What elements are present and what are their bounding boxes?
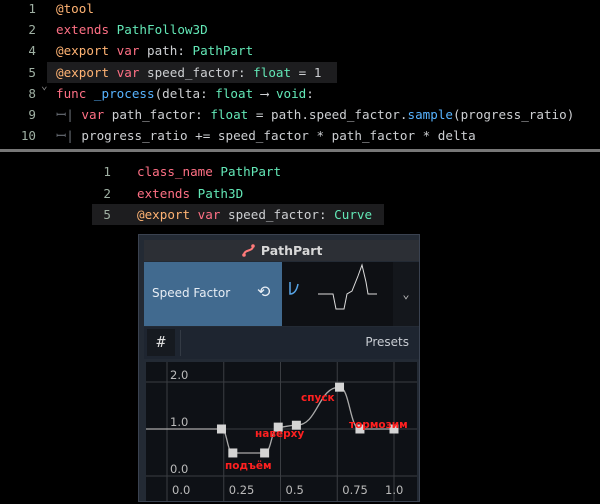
curve-point[interactable] <box>228 448 238 458</box>
curve-preview[interactable] <box>282 262 393 326</box>
code-token: @tool <box>56 1 94 16</box>
curve-point[interactable] <box>355 424 365 434</box>
current-line-highlight <box>47 61 337 83</box>
code-token: _process <box>86 85 155 101</box>
code-line[interactable]: @export var path: PathPart <box>56 40 253 61</box>
code-token: ꟷ| <box>56 107 82 122</box>
line-number: 1 <box>103 164 111 179</box>
code-line[interactable]: ꟷ| progress_ratio += speed_factor * path… <box>56 125 476 146</box>
code-token: : <box>306 85 314 101</box>
line-number: 5 <box>28 64 36 80</box>
code-token: PathPart <box>192 43 254 59</box>
curve-point[interactable] <box>260 448 270 458</box>
line-number: 10 <box>20 128 36 144</box>
code-token: @export <box>137 207 191 222</box>
curve-icon <box>289 282 299 295</box>
code-token: = path.speed_factor. <box>248 107 408 122</box>
line-number: 5 <box>103 207 111 222</box>
property-label: Speed Factor <box>152 286 231 300</box>
code-token: float <box>253 64 292 80</box>
current-line-highlight <box>92 204 384 225</box>
line-number: 9 <box>28 107 36 122</box>
inspector-title: PathPart <box>260 243 323 258</box>
line-number: 8 <box>28 85 36 101</box>
code-token: extends <box>137 185 191 201</box>
curve-inspector: PathPart Speed Factor ⟲ ⌄ # Presets 0.0 0… <box>138 234 420 502</box>
code-token: = 1 <box>291 64 322 80</box>
line-number: 2 <box>28 22 36 38</box>
code-token: ⟶ <box>253 85 276 101</box>
code-line[interactable]: func _process(delta: float ⟶ void: <box>56 83 314 104</box>
fold-chevron-icon[interactable]: ⌄ <box>41 79 48 92</box>
line-number: 2 <box>103 185 111 201</box>
code-line[interactable]: @export var speed_factor: float = 1 <box>56 62 321 83</box>
code-line[interactable]: extends PathFollow3D <box>56 19 208 40</box>
chevron-down-icon[interactable]: ⌄ <box>393 262 419 326</box>
code-token: (delta: <box>154 85 216 101</box>
code-token: float <box>210 107 249 122</box>
code-line[interactable]: @export var speed_factor: Curve <box>137 204 372 225</box>
code-token: @export <box>56 64 110 80</box>
curve-preview-line <box>318 263 377 310</box>
reset-icon[interactable]: ⟲ <box>257 282 271 301</box>
code-token: @export <box>56 43 110 59</box>
code-token: Path3D <box>190 185 244 201</box>
code-token: speed_factor: <box>139 64 254 80</box>
line-number: 4 <box>28 43 36 59</box>
code-token: class_name <box>137 164 213 179</box>
code-token: extends <box>56 22 110 38</box>
code-token: ꟷ| <box>56 128 82 144</box>
speed-factor-property[interactable]: Speed Factor ⟲ <box>144 262 282 326</box>
curve-point[interactable] <box>389 424 399 434</box>
path-icon <box>241 244 255 257</box>
x-tick-label: 0.25 <box>229 483 255 497</box>
curve-point[interactable] <box>291 420 301 430</box>
curve-toolbar: # Presets <box>144 327 419 359</box>
code-token: var <box>109 43 140 59</box>
annotation-label: наверху <box>255 428 304 440</box>
code-line[interactable]: @tool <box>56 0 94 19</box>
inspector-header: PathPart <box>144 240 419 261</box>
code-token: PathPart <box>212 164 282 179</box>
presets-button[interactable]: Presets <box>365 335 409 349</box>
code-token: speed_factor: <box>220 207 335 222</box>
snap-grid-icon[interactable]: # <box>147 329 175 356</box>
code-token: func <box>56 85 87 101</box>
y-tick-label: 1.0 <box>170 415 188 429</box>
x-tick-label: 0.0 <box>172 483 190 497</box>
x-tick-label: 0.5 <box>286 483 304 497</box>
code-token: progress_ratio += speed_factor * path_fa… <box>81 128 476 144</box>
curve-point[interactable] <box>216 424 226 434</box>
curve-point[interactable] <box>335 382 345 392</box>
code-line[interactable]: class_name PathPart <box>137 161 281 182</box>
x-tick-label: 1.0 <box>385 483 403 497</box>
y-tick-label: 0.0 <box>170 462 188 476</box>
annotation-label: спуск <box>301 392 335 404</box>
split-divider[interactable] <box>0 149 600 152</box>
code-line[interactable]: extends Path3D <box>137 183 243 204</box>
code-token: path: <box>139 43 193 59</box>
curve-editor[interactable]: 0.0 0.25 0.5 0.75 1.0 0.0 1.0 2.0 подъём наверху с… <box>146 362 417 501</box>
x-tick-label: 0.75 <box>342 483 368 497</box>
code-token: var <box>109 64 140 80</box>
annotation-label: тормозим <box>349 419 408 431</box>
annotation-label: подъём <box>225 460 272 472</box>
code-token: Curve <box>334 207 373 222</box>
code-token: PathFollow3D <box>109 22 208 38</box>
code-token: void <box>275 85 307 101</box>
code-token: float <box>215 85 254 101</box>
code-token: var <box>190 207 221 222</box>
curve-point[interactable] <box>273 422 283 432</box>
code-token: (progress_ratio) <box>452 107 575 122</box>
code-token: path_factor: <box>104 107 211 122</box>
code-line[interactable]: ꟷ| var path_factor: float = path.speed_f… <box>56 104 574 125</box>
line-number: 1 <box>28 1 36 16</box>
code-token: var <box>81 107 105 122</box>
code-token: sample <box>407 107 453 122</box>
y-tick-label: 2.0 <box>170 368 188 382</box>
